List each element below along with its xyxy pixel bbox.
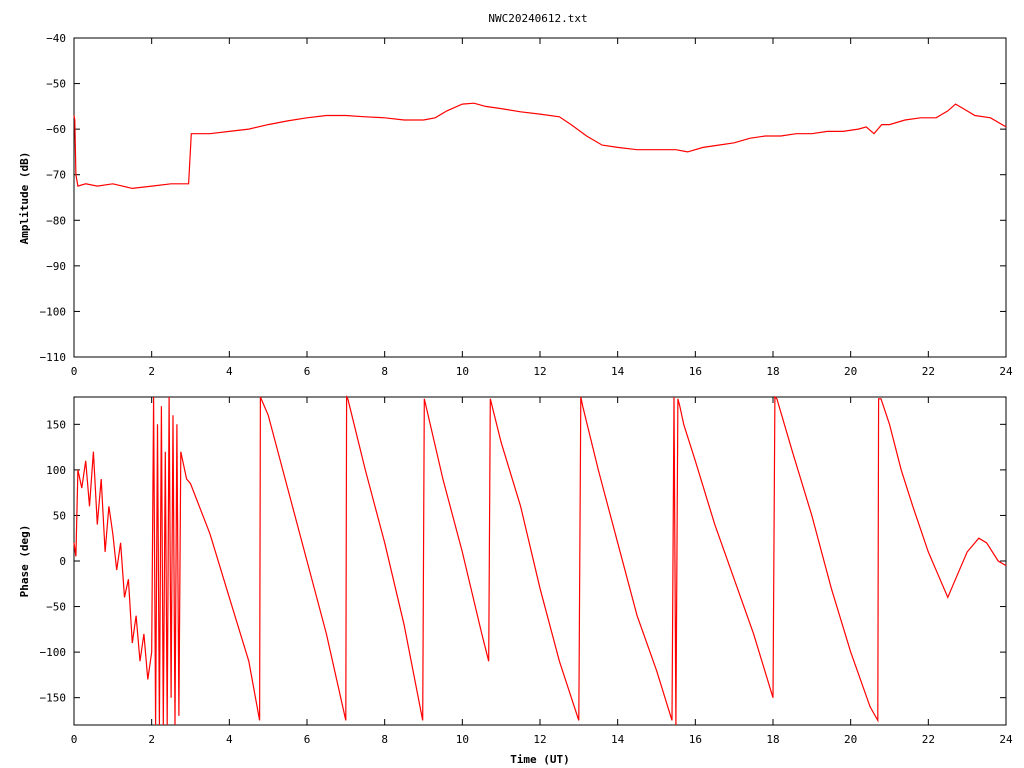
x-tick-label: 14 bbox=[611, 365, 625, 378]
amplitude-y-axis-label: Amplitude (dB) bbox=[18, 152, 31, 245]
x-tick-label: 24 bbox=[999, 365, 1013, 378]
x-tick-label: 4 bbox=[226, 365, 233, 378]
x-tick-label: 4 bbox=[226, 733, 233, 746]
x-tick-label: 2 bbox=[148, 733, 155, 746]
y-tick-label: −100 bbox=[40, 305, 67, 318]
x-tick-label: 22 bbox=[922, 365, 935, 378]
phase-ticks bbox=[73, 397, 1007, 725]
chart-title: NWC20240612.txt bbox=[488, 12, 587, 25]
y-tick-label: −150 bbox=[40, 692, 67, 705]
x-tick-label: 6 bbox=[304, 365, 311, 378]
x-tick-label: 10 bbox=[456, 733, 469, 746]
x-tick-label: 8 bbox=[381, 733, 388, 746]
y-tick-label: 100 bbox=[46, 464, 66, 477]
x-tick-label: 0 bbox=[71, 365, 78, 378]
y-tick-label: 150 bbox=[46, 418, 66, 431]
y-tick-label: 0 bbox=[59, 555, 66, 568]
phase-series-line bbox=[73, 395, 1007, 726]
x-tick-label: 8 bbox=[381, 365, 388, 378]
amplitude-y-tick-labels: −40 −50 −60 −70 −80 −90 −100 −110 bbox=[40, 32, 67, 364]
x-tick-label: 2 bbox=[148, 365, 155, 378]
phase-y-axis-label: Phase (deg) bbox=[18, 525, 31, 598]
x-tick-label: 20 bbox=[844, 365, 857, 378]
x-tick-label: 12 bbox=[533, 365, 546, 378]
phase-y-tick-labels: 150 100 50 0 −50 −100 −150 bbox=[40, 418, 67, 704]
y-tick-label: −50 bbox=[46, 601, 66, 614]
x-tick-label: 10 bbox=[456, 365, 469, 378]
y-tick-label: −100 bbox=[40, 646, 67, 659]
phase-x-axis-label: Time (UT) bbox=[510, 753, 570, 766]
y-tick-label: −40 bbox=[46, 32, 66, 45]
x-tick-label: 20 bbox=[844, 733, 857, 746]
x-tick-label: 16 bbox=[689, 365, 702, 378]
y-tick-label: −50 bbox=[46, 78, 66, 91]
y-tick-label: −70 bbox=[46, 169, 66, 182]
x-tick-label: 12 bbox=[533, 733, 546, 746]
x-tick-label: 0 bbox=[71, 733, 78, 746]
x-tick-label: 18 bbox=[766, 733, 779, 746]
amplitude-ticks bbox=[73, 37, 1007, 358]
x-tick-label: 6 bbox=[304, 733, 311, 746]
y-tick-label: 50 bbox=[53, 509, 66, 522]
x-tick-label: 16 bbox=[689, 733, 702, 746]
y-tick-label: −110 bbox=[40, 351, 67, 364]
x-tick-label: 22 bbox=[922, 733, 935, 746]
amplitude-x-tick-labels: 0 2 4 6 8 10 12 14 16 18 20 22 24 bbox=[71, 365, 1013, 378]
y-tick-label: −80 bbox=[46, 214, 66, 227]
phase-x-tick-labels: 0 2 4 6 8 10 12 14 16 18 20 22 24 bbox=[71, 733, 1013, 746]
y-tick-label: −60 bbox=[46, 123, 66, 136]
amplitude-series-line bbox=[73, 102, 1007, 190]
y-tick-label: −90 bbox=[46, 260, 66, 273]
amplitude-panel: −40−50−60−70−80−90−100−110 0 2 4 6 8 10 12 14 16… bbox=[18, 32, 1013, 378]
x-tick-label: 24 bbox=[999, 733, 1013, 746]
x-tick-label: 14 bbox=[611, 733, 625, 746]
x-tick-label: 18 bbox=[766, 365, 779, 378]
